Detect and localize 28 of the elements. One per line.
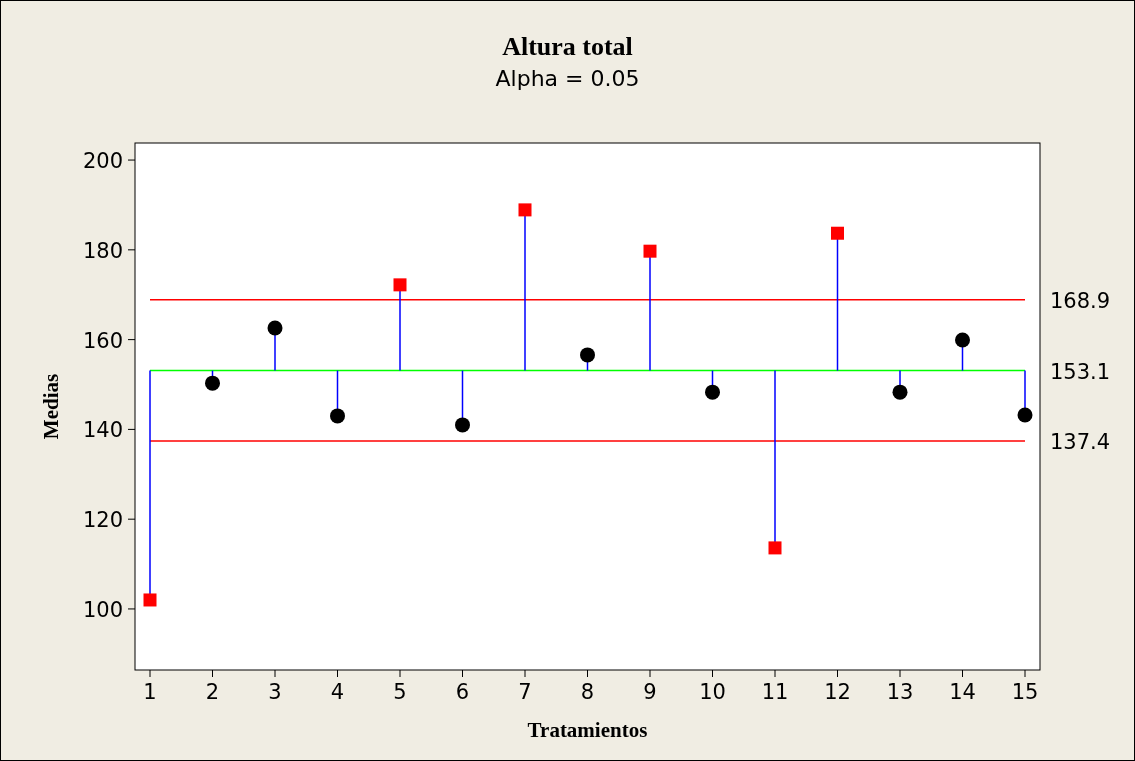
x-tick-label: 11 (761, 680, 789, 704)
x-tick-label: 10 (699, 680, 726, 704)
x-tick-label: 9 (643, 680, 657, 704)
x-tick-label: 15 (1011, 680, 1039, 704)
y-tick-label: 120 (82, 508, 123, 533)
x-tick-label: 4 (330, 680, 345, 704)
x-tick-label: 14 (949, 680, 976, 704)
chart-title: Altura total (502, 32, 633, 61)
x-tick-label: 3 (268, 680, 282, 704)
y-tick-label: 100 (82, 597, 123, 622)
x-axis-title: Tratamientos (527, 718, 648, 742)
x-tick-label: 13 (886, 680, 914, 704)
ref-line-label: 153.1 (1050, 359, 1111, 384)
x-tick-label: 8 (580, 680, 595, 704)
y-tick-label: 180 (82, 238, 123, 263)
y-tick-label: 200 (82, 149, 123, 174)
y-tick-label: 140 (82, 418, 123, 443)
x-tick-label: 12 (824, 680, 851, 704)
ref-line-label: 137.4 (1050, 430, 1111, 455)
ref-line-label: 168.9 (1050, 288, 1111, 313)
x-tick-label: 5 (393, 680, 407, 704)
chart-subtitle: Alpha = 0.05 (495, 66, 640, 91)
x-tick-label: 6 (455, 680, 470, 704)
x-tick-label: 1 (143, 680, 157, 704)
y-tick-label: 160 (82, 328, 123, 353)
y-axis-title: Medias (39, 373, 63, 440)
x-tick-label: 2 (205, 680, 220, 704)
x-tick-label: 7 (518, 680, 532, 704)
